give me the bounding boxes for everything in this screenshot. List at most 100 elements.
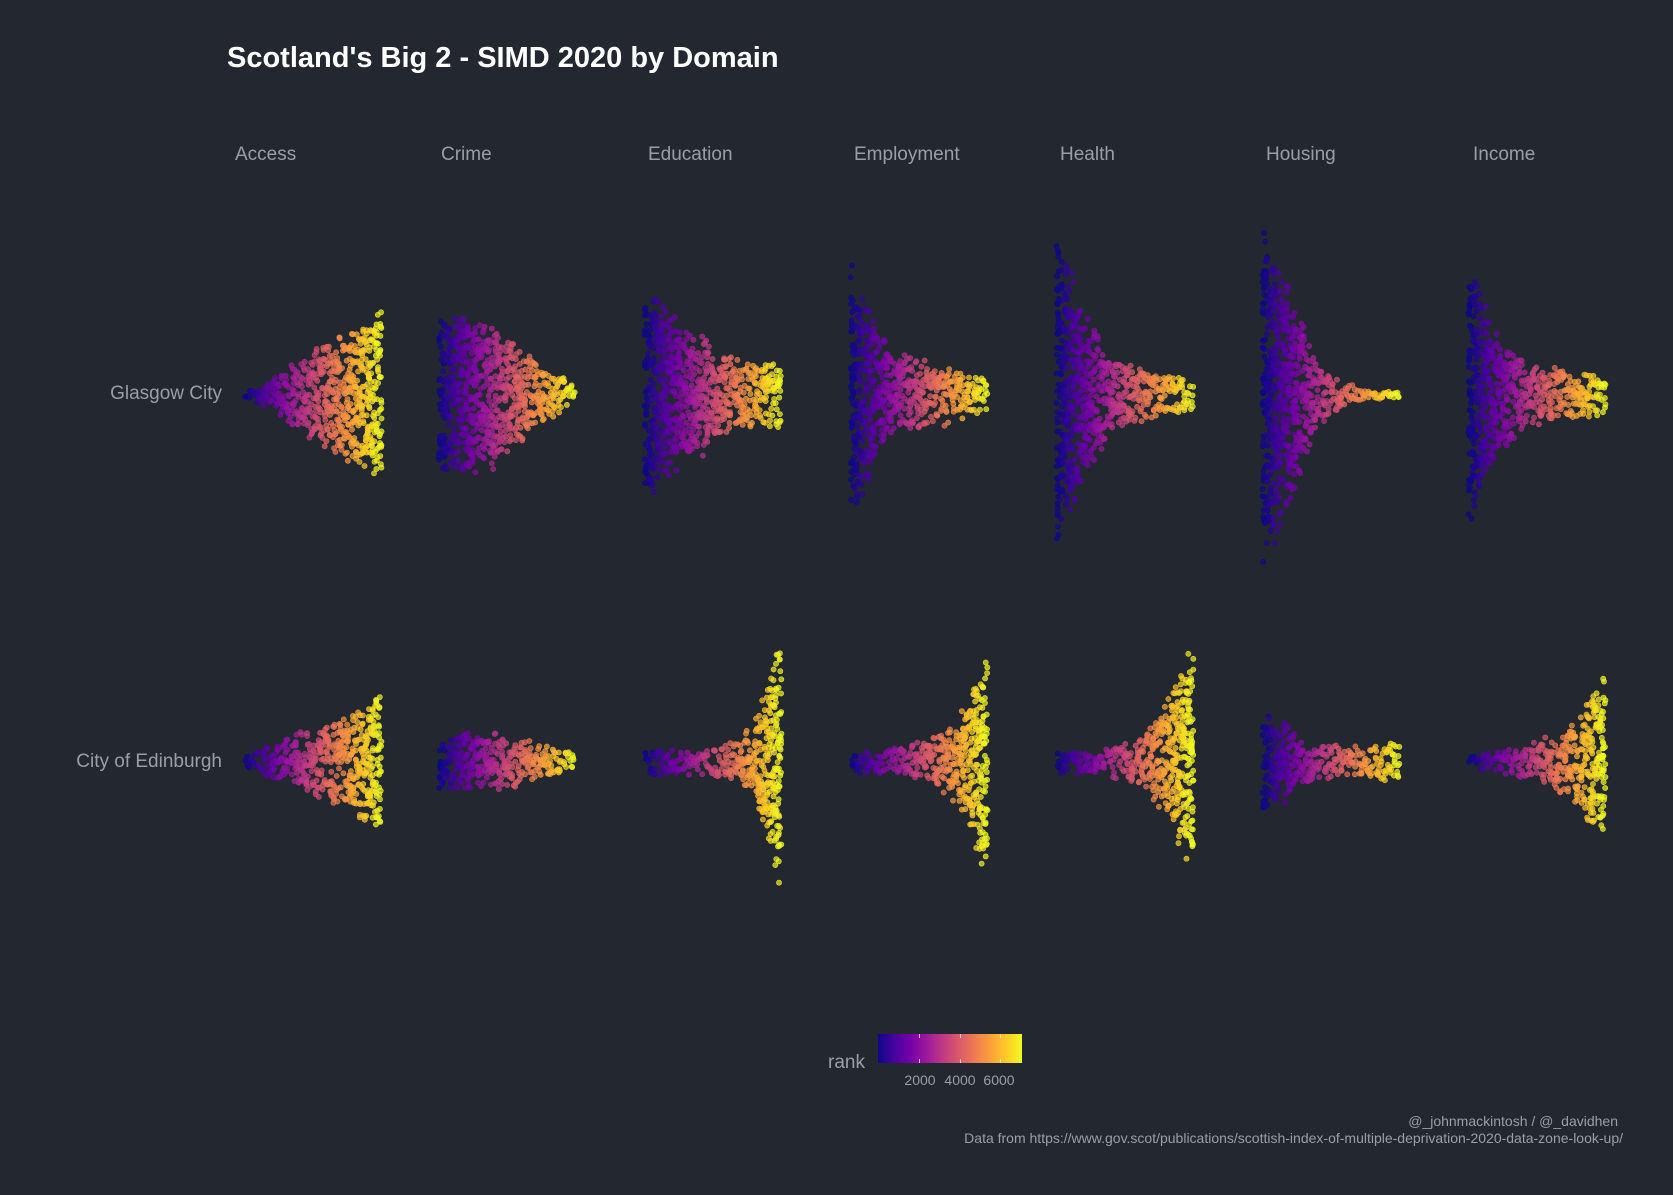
swarm-point — [1065, 284, 1071, 290]
swarm-point — [1274, 528, 1281, 535]
swarm-point — [1536, 421, 1542, 428]
swarm-point — [698, 354, 705, 361]
swarm-point — [1465, 511, 1472, 518]
swarm-point — [1466, 322, 1473, 329]
swarm-point — [1505, 418, 1512, 425]
swarm-point — [855, 371, 862, 378]
swarm-point — [442, 400, 449, 407]
swarm-point — [338, 404, 345, 410]
swarm-point — [1280, 418, 1286, 425]
swarm-point — [373, 466, 380, 472]
swarm-point — [1470, 497, 1477, 504]
swarm-point — [651, 420, 658, 427]
swarm-point — [1087, 412, 1094, 419]
swarm-point — [1477, 428, 1484, 435]
swarm-point — [871, 325, 877, 332]
swarm-point — [1063, 365, 1070, 372]
swarm-point — [741, 401, 748, 408]
swarm-point — [1060, 399, 1067, 406]
swarm-point — [311, 384, 318, 391]
swarm-point — [297, 374, 304, 381]
swarm-point — [288, 771, 295, 778]
swarm-point — [351, 435, 358, 441]
swarm-point — [869, 341, 875, 348]
swarm-point — [1072, 456, 1079, 463]
swarm-point — [739, 421, 746, 428]
swarm-point — [923, 405, 929, 412]
swarm-point — [488, 460, 495, 467]
swarm-point — [1126, 416, 1133, 423]
swarm-point — [374, 366, 381, 373]
swarm-point — [1325, 372, 1332, 379]
swarm-point — [334, 359, 341, 365]
swarm-point — [1082, 447, 1089, 454]
swarm-point — [847, 274, 854, 281]
swarm-point — [984, 390, 991, 397]
swarm-point — [372, 384, 379, 391]
swarm-point — [1296, 418, 1303, 425]
swarm-point — [1259, 300, 1266, 307]
swarm-point — [763, 394, 769, 400]
swarm-point — [654, 474, 661, 481]
swarm-glasgow-city-crime — [435, 315, 578, 476]
swarm-point — [1083, 453, 1089, 460]
swarm-point — [746, 408, 753, 415]
swarm-point — [1264, 256, 1270, 263]
swarm-point — [1505, 372, 1512, 379]
swarm-point — [1505, 408, 1512, 415]
swarm-point — [353, 331, 360, 338]
swarm-point — [650, 381, 657, 387]
swarm-point — [361, 463, 368, 469]
swarm-point — [946, 366, 953, 373]
swarm-point — [1531, 404, 1537, 411]
swarm-point — [871, 451, 878, 457]
swarm-point — [1274, 499, 1281, 506]
swarm-point — [1274, 422, 1281, 429]
swarm-point — [1075, 399, 1082, 405]
swarm-point — [268, 397, 275, 404]
swarm-point — [1114, 383, 1121, 390]
swarm-point — [916, 395, 923, 402]
swarm-point — [1260, 337, 1267, 344]
swarm-point — [760, 419, 767, 426]
swarm-point — [1477, 314, 1483, 321]
swarm-point — [1537, 408, 1544, 415]
swarm-point — [959, 374, 966, 381]
swarm-point — [378, 415, 385, 422]
swarm-point — [1123, 388, 1129, 395]
swarm-point — [662, 393, 669, 400]
swarm-point — [1286, 385, 1292, 391]
swarm-point — [476, 392, 483, 398]
swarm-point — [977, 406, 983, 413]
swarm-point — [1321, 400, 1328, 407]
swarm-point — [1079, 376, 1086, 382]
swarm-point — [378, 443, 385, 450]
swarm-point — [377, 347, 384, 353]
swarm-point — [918, 363, 925, 370]
swarm-point — [694, 443, 700, 450]
swarm-point — [909, 368, 916, 374]
swarm-point — [688, 382, 695, 389]
swarm-point — [436, 338, 443, 345]
swarm-point — [853, 460, 860, 466]
swarm-point — [1071, 385, 1078, 392]
swarm-point — [965, 388, 972, 395]
swarm-point — [329, 423, 336, 429]
swarm-point — [1054, 247, 1061, 254]
swarm-point — [1296, 429, 1303, 436]
swarm-point — [662, 353, 669, 360]
swarm-point — [305, 366, 311, 373]
swarm-point — [663, 451, 670, 457]
swarm-point — [1602, 404, 1608, 411]
swarm-point — [307, 380, 314, 387]
swarm-point — [469, 454, 476, 461]
swarm-point — [939, 397, 946, 404]
swarm-point — [475, 434, 481, 441]
swarm-point — [681, 341, 688, 348]
swarm-point — [1329, 381, 1336, 387]
swarm-point — [865, 470, 872, 477]
swarm-point — [1494, 331, 1500, 337]
swarm-point — [1491, 343, 1498, 350]
swarm-point — [1054, 428, 1060, 435]
swarm-point — [1523, 418, 1529, 425]
